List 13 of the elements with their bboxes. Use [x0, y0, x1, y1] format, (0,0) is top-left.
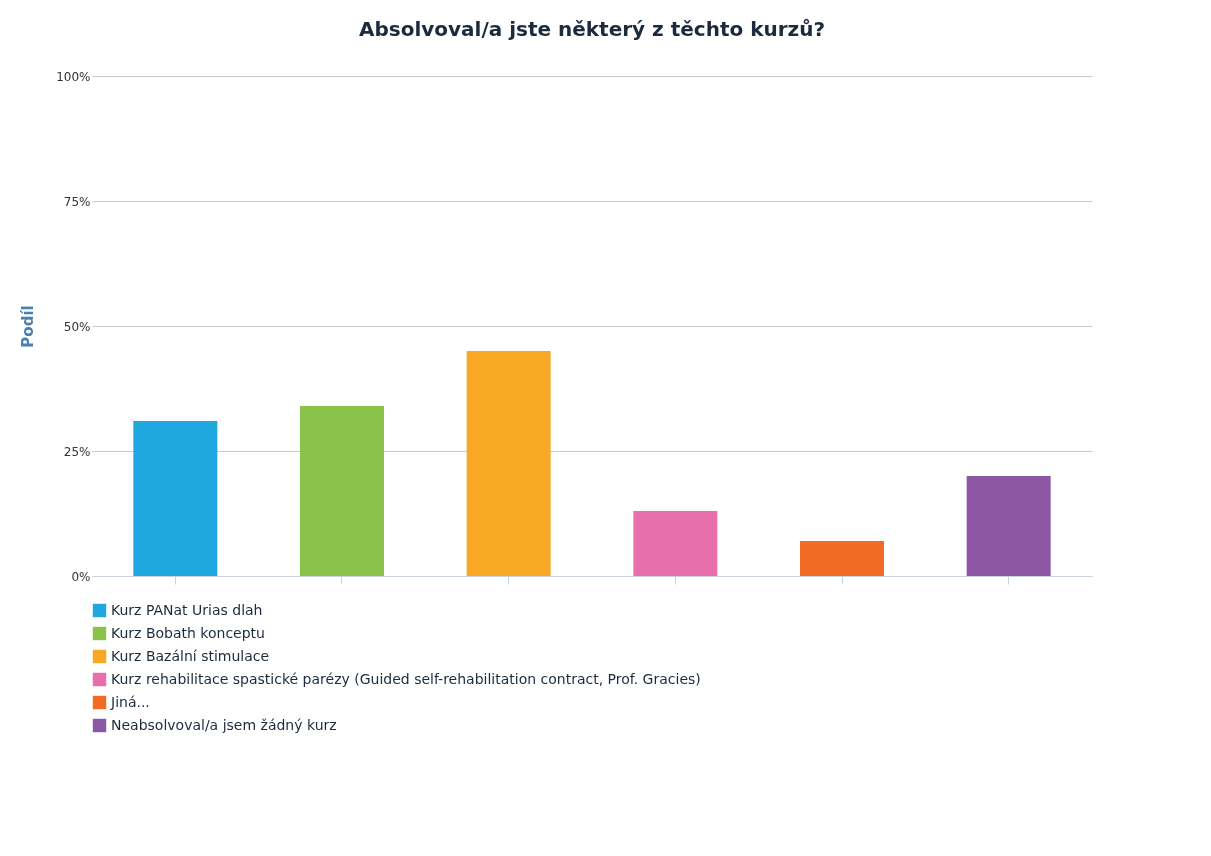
- y-tick-label: 100%: [56, 69, 91, 84]
- y-tick-label: 50%: [63, 319, 91, 334]
- legend-label: Kurz Bazální stimulace: [111, 647, 270, 664]
- legend-label: Neabsolvoval/a jsem žádný kurz: [111, 716, 337, 733]
- y-tick-label: 25%: [63, 444, 91, 459]
- y-tick-label: 0%: [71, 569, 91, 584]
- y-tick-label: 75%: [63, 194, 91, 209]
- y-axis-title: Podíl: [19, 305, 38, 348]
- legend-label: Kurz rehabilitace spastické parézy (Guided self-rehabilitation contract, Prof. Gracies): [111, 670, 701, 687]
- legend-label: Kurz Bobath konceptu: [111, 624, 265, 641]
- legend-label: Kurz PANat Urias dlah: [111, 601, 263, 618]
- chart-title: Absolvoval/a jste některý z těchto kurzů?: [358, 17, 826, 41]
- legend-label: Jiná...: [110, 693, 150, 710]
